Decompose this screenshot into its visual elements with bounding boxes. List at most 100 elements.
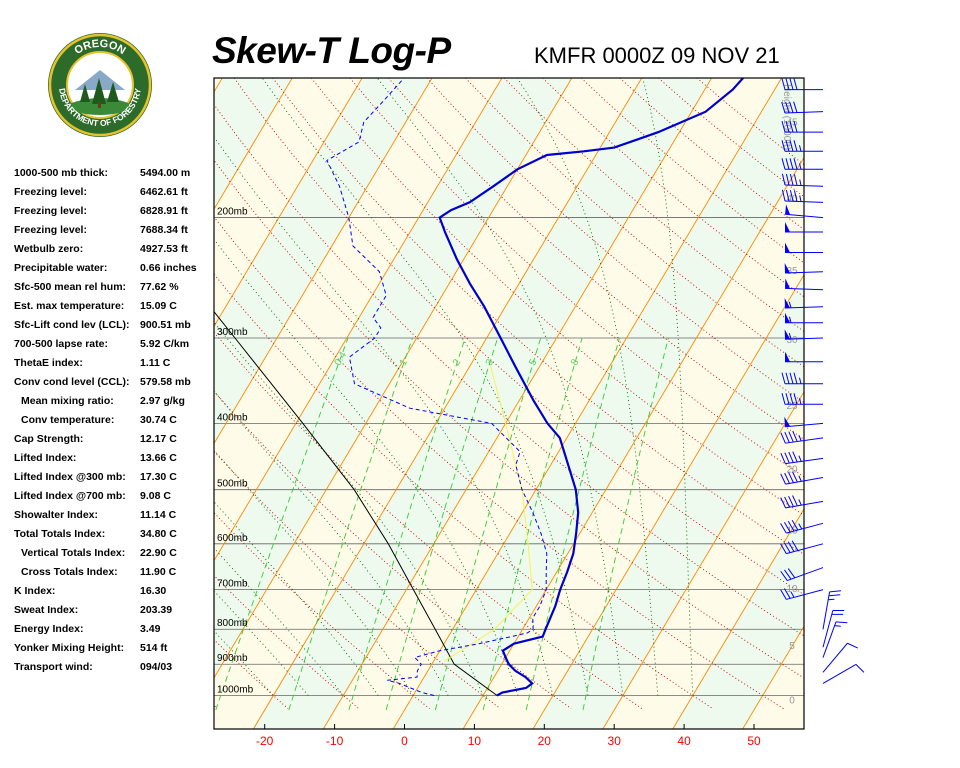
wind-barb-flag [792, 451, 798, 463]
wind-barb [784, 298, 824, 309]
wind-barb-flag [789, 101, 794, 113]
height-tick-label: 20 [786, 465, 798, 476]
wind-barb-pennant [785, 204, 791, 215]
dry-adiabat [349, 78, 804, 478]
wind-barb-flag [784, 452, 790, 464]
wind-barb-flag [781, 101, 786, 114]
wind-barb-flag [789, 393, 794, 405]
wind-barb-staff [785, 111, 824, 114]
mixing-ratio-line [482, 337, 583, 711]
stat-label: K Index: [14, 585, 56, 597]
wind-barb-staff [785, 437, 824, 444]
wind-barb-staff [822, 642, 848, 673]
wind-barb [785, 312, 823, 324]
wind-barb-staff [785, 500, 824, 509]
isotherm-line [0, 73, 16, 734]
wind-barb-flag [784, 496, 790, 508]
wind-barb [780, 495, 824, 509]
wind-barb-flag [781, 121, 786, 133]
wind-barb-staff [785, 477, 824, 485]
stat-value: 1.11 C [140, 357, 171, 369]
wind-barb [781, 140, 823, 152]
wind-barb [780, 451, 824, 465]
wind-barb [780, 588, 824, 600]
wind-barb [781, 393, 823, 405]
wind-barb-flag [791, 519, 799, 531]
stat-value: 203.39 [140, 604, 173, 616]
stat-value: 16.30 [140, 585, 167, 597]
wind-barb-half-flag [799, 377, 802, 384]
stat-value: 514 ft [140, 642, 168, 654]
wind-barb-staff [785, 200, 824, 203]
stat-value: 77.62 % [140, 281, 179, 293]
wind-barb-flag [789, 78, 794, 90]
wind-barb-flag [788, 451, 794, 463]
wind-barb-flag [784, 472, 790, 484]
wind-barb-pennant [784, 329, 791, 340]
wind-barb-staff [785, 213, 824, 219]
x-tick-label: 40 [677, 734, 691, 748]
stat-value: 15.09 C [140, 300, 177, 312]
isotherm-line [214, 78, 573, 679]
stat-label: ThetaE index: [14, 357, 83, 369]
stat-label: Sfc-500 mean rel hum: [14, 281, 127, 293]
wind-barb [785, 278, 824, 291]
wind-barb-half-flag [799, 179, 802, 186]
moist-adiabat [642, 78, 694, 696]
pressure-label: 900mb [217, 653, 248, 664]
temperature-band [214, 78, 642, 729]
dewpoint-profile [326, 78, 548, 696]
x-tick-label: 30 [608, 734, 622, 748]
wind-barb-flag [828, 594, 841, 597]
stat-label: Cap Strength: [14, 433, 84, 445]
dry-adiabat [214, 639, 289, 709]
temperature-band [0, 73, 86, 734]
stat-value: 0.66 inches [140, 262, 197, 274]
stat-label: Freezing level: [14, 186, 87, 198]
stat-label: Transport wind: [14, 661, 93, 673]
wind-barb [784, 263, 824, 274]
wind-barb-pennant [785, 242, 790, 253]
wind-barb [781, 78, 823, 91]
stat-value: 9.08 C [140, 490, 171, 502]
mixing-ratio-line [385, 337, 499, 711]
stat-label: Sfc-Lift cond lev (LCL): [14, 319, 130, 331]
chart-title: Skew-T Log-P [212, 30, 451, 71]
wind-barb-flag [781, 189, 786, 202]
wind-barb-flag [785, 189, 790, 202]
wind-barb-flag [793, 372, 798, 384]
wind-barb-flag [783, 542, 791, 553]
stat-label: 700-500 lapse rate: [14, 338, 108, 350]
wind-barb-pennant [784, 416, 791, 427]
wind-barb-half-flag [798, 475, 802, 482]
pressure-label: 500mb [217, 479, 248, 490]
stat-value: 6462.61 ft [140, 186, 188, 198]
mixing-ratio-line [288, 337, 413, 711]
stat-value: 900.51 mb [140, 319, 191, 331]
wind-barb [784, 416, 824, 428]
wind-barb-flag [780, 497, 787, 509]
wind-barb [781, 158, 823, 170]
wind-barb-flag [855, 664, 865, 673]
wind-barb-flag [785, 101, 790, 113]
pressure-label: 600mb [217, 533, 248, 544]
mixing-ratio-line [215, 337, 349, 711]
wind-barb-flag [791, 540, 799, 551]
wind-barb-flag [785, 78, 790, 90]
x-tick-label: -20 [256, 734, 274, 748]
wind-barb-half-flag [788, 301, 792, 308]
wind-barb [822, 642, 858, 673]
wind-barb-flag [835, 621, 848, 624]
parcel-line [214, 310, 498, 696]
isotherm-line [214, 78, 433, 445]
height-tick-label: 25 [786, 401, 798, 412]
wind-barb [822, 663, 865, 684]
wind-barb-staff [786, 543, 824, 555]
temperature-band [253, 78, 712, 729]
wind-barb [780, 471, 824, 485]
wind-barb-flag [785, 393, 790, 405]
height-tick-label: 10 [786, 584, 798, 595]
stat-label: Yonker Mixing Height: [14, 642, 125, 654]
wind-barb-staff [785, 287, 824, 291]
isotherm-line [672, 508, 804, 729]
